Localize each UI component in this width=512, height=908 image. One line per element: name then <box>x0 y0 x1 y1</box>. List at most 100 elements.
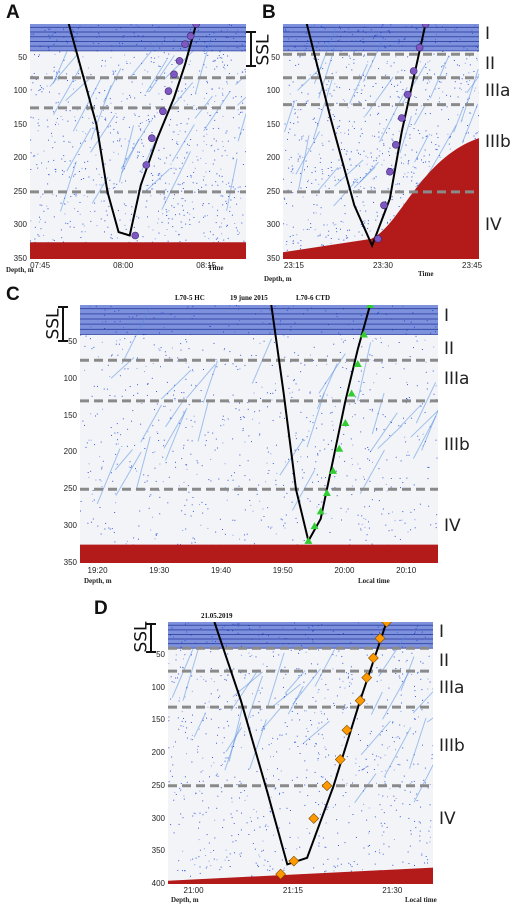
sample-marker <box>316 507 325 515</box>
instrument-track <box>305 24 427 249</box>
sample-marker <box>288 855 300 867</box>
sample-marker <box>142 161 151 169</box>
zone-label: IV <box>439 808 456 829</box>
surface-scatter-layer <box>30 24 246 51</box>
sample-marker <box>341 418 350 426</box>
y-tick-label: 100 <box>63 373 77 383</box>
y-tick-label: 250 <box>13 186 27 196</box>
echogram-background <box>80 305 438 563</box>
header-c-right: L70-6 CTD <box>296 294 331 302</box>
surface-scatter-layer <box>168 622 433 649</box>
ylabel-a: Depth, m <box>6 266 34 274</box>
sample-marker <box>186 32 195 40</box>
ssl-brace-a <box>246 31 256 67</box>
y-tick-label: 300 <box>266 220 280 230</box>
sample-marker <box>359 330 368 338</box>
echogram-c <box>80 305 438 563</box>
echogram-b <box>283 24 479 259</box>
sample-marker <box>368 652 379 664</box>
sample-marker <box>131 231 140 240</box>
sample-marker <box>164 87 173 95</box>
seabed <box>168 867 433 884</box>
xlabel-d: Local time <box>405 896 437 904</box>
x-tick-label: 19:40 <box>210 566 231 575</box>
sample-marker <box>366 305 375 308</box>
sample-marker <box>374 633 386 644</box>
ssl-label-c: SSL <box>43 308 64 340</box>
echogram-c-svg <box>80 305 438 563</box>
y-tick-label: 200 <box>266 153 280 163</box>
xlabel-b: Time <box>418 270 434 278</box>
x-tick-label: 08:00 <box>113 261 134 270</box>
sample-marker <box>421 24 430 28</box>
y-tick-label: 100 <box>151 682 165 692</box>
sample-marker <box>175 57 184 65</box>
sample-marker <box>159 107 167 116</box>
panel-letter-c: C <box>6 284 20 305</box>
y-tick-label: 50 <box>156 649 165 659</box>
x-tick-label: 20:00 <box>334 566 355 575</box>
xlabel-c: Local time <box>358 577 390 585</box>
sample-marker <box>322 488 331 496</box>
x-tick-label: 07:45 <box>30 261 51 270</box>
y-tick-label: 50 <box>271 52 280 62</box>
sample-marker <box>415 43 424 52</box>
fish-streaks <box>171 635 433 803</box>
sample-marker <box>361 672 373 684</box>
instrument-track <box>67 24 198 237</box>
sample-marker <box>380 201 388 210</box>
ylabel-b: Depth, m <box>264 275 292 283</box>
zone-label: IV <box>444 516 461 537</box>
seabed <box>283 138 479 259</box>
y-tick-label: 350 <box>151 846 165 856</box>
zone-label: IIIb <box>485 131 511 152</box>
sample-marker <box>192 24 200 28</box>
zone-label: II <box>485 54 496 75</box>
y-tick-label: 150 <box>266 119 280 129</box>
sample-marker <box>409 67 418 75</box>
panel-letter-b: B <box>262 2 276 23</box>
zone-label: I <box>485 24 491 45</box>
y-tick-label: 100 <box>13 86 27 96</box>
sample-marker <box>354 695 366 706</box>
x-tick-label: 21:30 <box>382 886 403 895</box>
sample-marker <box>170 70 178 79</box>
x-tick-label: 19:20 <box>87 566 108 575</box>
sample-marker <box>403 90 412 99</box>
sample-marker <box>397 114 406 122</box>
y-tick-label: 350 <box>63 558 77 567</box>
zone-label: IIIb <box>439 736 465 757</box>
zone-label: IV <box>485 215 502 236</box>
sample-marker <box>310 522 319 530</box>
sample-marker <box>181 40 189 48</box>
sample-marker <box>386 167 394 176</box>
x-tick-label: 21:15 <box>282 886 303 895</box>
seabed <box>30 242 246 259</box>
sample-marker <box>392 141 400 149</box>
y-tick-label: 300 <box>63 521 77 531</box>
x-tick-label: 23:30 <box>372 261 393 270</box>
y-tick-label: 150 <box>151 715 165 725</box>
y-tick-label: 250 <box>63 484 77 494</box>
sample-marker <box>275 868 286 880</box>
zone-label: I <box>439 621 445 642</box>
zone-label: I <box>444 306 450 327</box>
echogram-b-svg <box>283 24 479 259</box>
y-tick-label: 350 <box>266 254 280 263</box>
sample-marker <box>347 389 356 397</box>
fish-streaks <box>49 38 246 212</box>
panel-letter-a: A <box>6 2 20 23</box>
instrument-track <box>270 305 372 544</box>
y-tick-label: 250 <box>151 780 165 790</box>
echogram-a-svg <box>30 24 246 259</box>
y-tick-label: 250 <box>266 186 280 196</box>
zone-label: IIIb <box>444 435 470 456</box>
sample-marker <box>334 754 346 765</box>
y-tick-label: 100 <box>266 86 280 96</box>
sample-marker <box>341 724 353 736</box>
y-tick-label: 50 <box>18 52 27 62</box>
x-tick-label: 23:15 <box>283 261 304 270</box>
y-tick-label: 300 <box>13 220 27 230</box>
x-tick-label: 19:50 <box>272 566 293 575</box>
zone-label: IIIa <box>439 677 465 698</box>
